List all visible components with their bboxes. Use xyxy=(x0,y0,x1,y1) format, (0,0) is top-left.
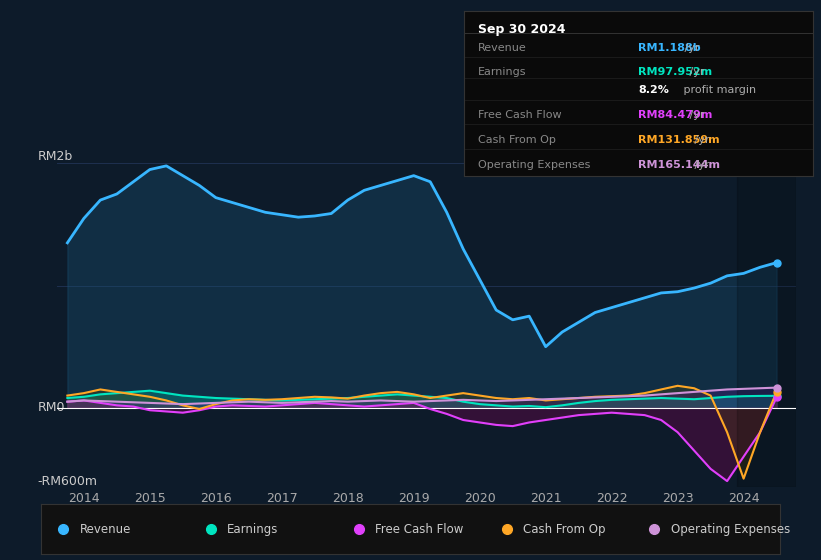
Text: Sep 30 2024: Sep 30 2024 xyxy=(478,23,566,36)
Text: /yr: /yr xyxy=(686,67,704,77)
Text: -RM600m: -RM600m xyxy=(38,474,98,488)
Text: profit margin: profit margin xyxy=(680,86,756,96)
Text: Earnings: Earnings xyxy=(478,67,526,77)
Text: RM0: RM0 xyxy=(38,402,65,414)
Text: /yr: /yr xyxy=(681,43,699,53)
Text: Free Cash Flow: Free Cash Flow xyxy=(375,522,463,536)
Text: Operating Expenses: Operating Expenses xyxy=(478,160,590,170)
Text: 8.2%: 8.2% xyxy=(639,86,669,96)
Text: RM165.144m: RM165.144m xyxy=(639,160,720,170)
Text: RM97.952m: RM97.952m xyxy=(639,67,713,77)
Text: /yr: /yr xyxy=(686,110,704,120)
Text: Revenue: Revenue xyxy=(80,522,131,536)
Text: Operating Expenses: Operating Expenses xyxy=(671,522,790,536)
Text: Free Cash Flow: Free Cash Flow xyxy=(478,110,562,120)
Text: RM131.859m: RM131.859m xyxy=(639,135,720,145)
Text: RM2b: RM2b xyxy=(38,151,73,164)
Text: /yr: /yr xyxy=(690,160,709,170)
Text: RM1.188b: RM1.188b xyxy=(639,43,701,53)
Text: /yr: /yr xyxy=(690,135,709,145)
Text: Cash From Op: Cash From Op xyxy=(523,522,605,536)
Text: Cash From Op: Cash From Op xyxy=(478,135,556,145)
Text: RM84.479m: RM84.479m xyxy=(639,110,713,120)
Bar xyxy=(737,151,796,487)
Text: Revenue: Revenue xyxy=(478,43,526,53)
Text: Earnings: Earnings xyxy=(227,522,278,536)
